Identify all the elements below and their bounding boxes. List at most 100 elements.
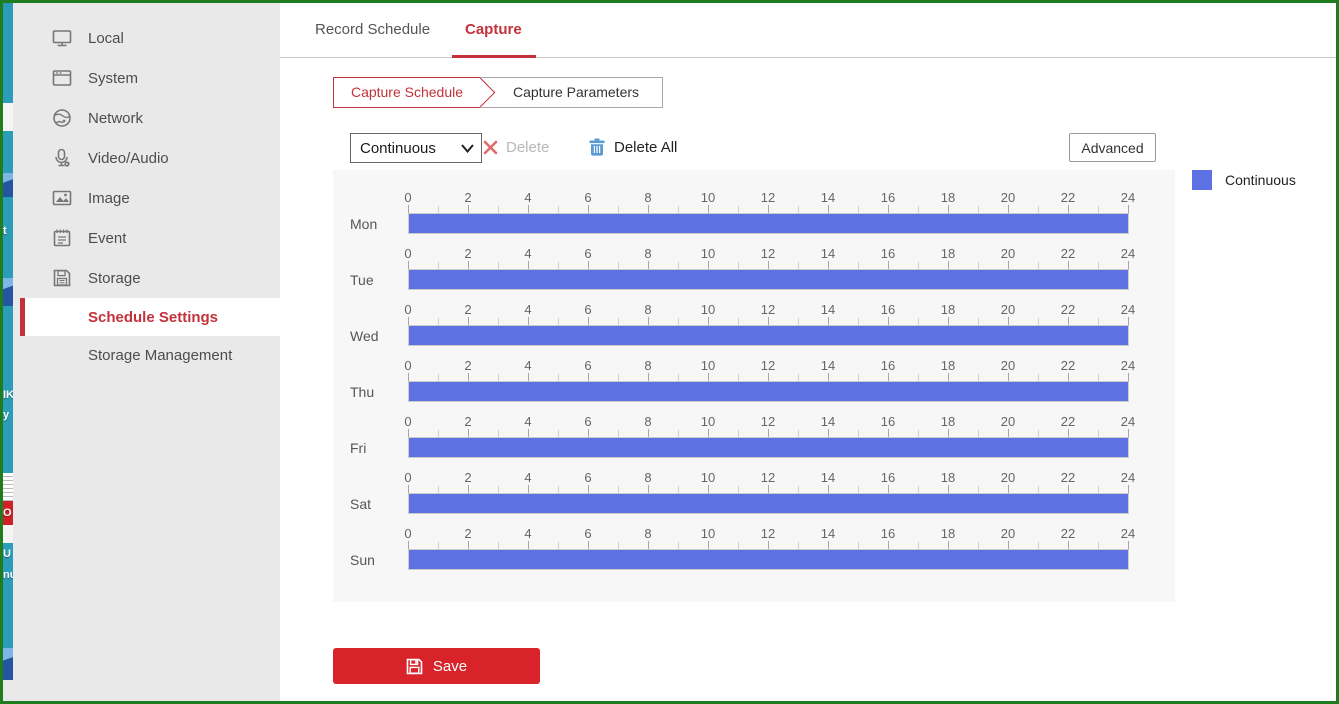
hour-label: 18 xyxy=(940,414,956,429)
hour-tick xyxy=(768,373,769,381)
hour-label: 22 xyxy=(1060,470,1076,485)
sidebar-item-storage[interactable]: Storage xyxy=(13,258,280,298)
schedule-bar-continuous[interactable] xyxy=(409,494,1128,513)
schedule-row-tue: Tue 0 2 4 6 8 10 12 14 16 18 20 22 24 xyxy=(333,246,1175,291)
save-button[interactable]: Save xyxy=(333,648,540,684)
timeline: 0 2 4 6 8 10 12 14 16 18 20 22 24 xyxy=(404,190,1135,235)
sidebar-subitem-storage-management[interactable]: Storage Management xyxy=(13,336,280,374)
hour-tick xyxy=(438,318,439,325)
hour-tick xyxy=(678,430,679,437)
globe-icon xyxy=(52,108,72,128)
hour-tick xyxy=(1008,261,1009,269)
hour-label: 16 xyxy=(880,302,896,317)
sidebar-item-system[interactable]: System xyxy=(13,58,280,98)
hour-tick xyxy=(588,541,589,549)
hour-tick xyxy=(648,541,649,549)
hour-label: 2 xyxy=(464,358,472,373)
schedule-bar-continuous[interactable] xyxy=(409,326,1128,345)
hour-label: 22 xyxy=(1060,246,1076,261)
sidebar-item-event[interactable]: Event xyxy=(13,218,280,258)
desktop-photo-icon xyxy=(3,648,13,680)
tab-capture[interactable]: Capture xyxy=(465,21,522,38)
hour-tick xyxy=(978,542,979,549)
hour-tick xyxy=(468,317,469,325)
hour-label: 18 xyxy=(940,526,956,541)
day-label: Tue xyxy=(350,272,374,288)
hour-tick xyxy=(588,317,589,325)
schedule-bar-continuous[interactable] xyxy=(409,438,1128,457)
hour-tick xyxy=(1068,317,1069,325)
hour-tick xyxy=(558,206,559,213)
sidebar-item-local[interactable]: Local xyxy=(13,18,280,58)
hour-label: 12 xyxy=(760,414,776,429)
hour-tick xyxy=(798,318,799,325)
hour-tick xyxy=(618,206,619,213)
hour-tick xyxy=(408,541,409,549)
hour-tick xyxy=(588,485,589,493)
hour-tick xyxy=(1008,317,1009,325)
sidebar-item-network[interactable]: Network xyxy=(13,98,280,138)
sidebar-item-image[interactable]: Image xyxy=(13,178,280,218)
storage-icon xyxy=(52,268,72,288)
hour-tick xyxy=(678,374,679,381)
hour-tick xyxy=(558,374,559,381)
schedule-bar-continuous[interactable] xyxy=(409,270,1128,289)
schedule-grid: Mon 0 2 4 6 8 10 12 14 16 18 20 22 24 Tue 0 2 4 6 8 10 12 14 16… xyxy=(333,170,1175,602)
subtab-capture-schedule[interactable]: Capture Schedule xyxy=(333,77,480,108)
delete-button[interactable]: Delete xyxy=(483,133,549,161)
hour-tick xyxy=(1098,262,1099,269)
schedule-track[interactable] xyxy=(408,381,1129,402)
schedule-type-select[interactable]: Continuous xyxy=(350,133,482,163)
sidebar-item-video-audio[interactable]: Video/Audio xyxy=(13,138,280,178)
hour-label: 6 xyxy=(584,190,592,205)
schedule-row-fri: Fri 0 2 4 6 8 10 12 14 16 18 20 22 24 xyxy=(333,414,1175,459)
schedule-track[interactable] xyxy=(408,213,1129,234)
sidebar-item-label: System xyxy=(88,69,139,87)
hour-tick xyxy=(1038,262,1039,269)
schedule-track[interactable] xyxy=(408,269,1129,290)
hour-tick xyxy=(1128,205,1129,213)
hour-tick xyxy=(798,486,799,493)
hour-tick xyxy=(1008,485,1009,493)
schedule-track[interactable] xyxy=(408,325,1129,346)
hour-label: 20 xyxy=(1000,246,1016,261)
hour-tick xyxy=(768,485,769,493)
hour-label: 16 xyxy=(880,526,896,541)
schedule-row-sun: Sun 0 2 4 6 8 10 12 14 16 18 20 22 24 xyxy=(333,526,1175,571)
hour-tick xyxy=(798,542,799,549)
schedule-bar-continuous[interactable] xyxy=(409,214,1128,233)
hour-tick xyxy=(498,542,499,549)
schedule-track[interactable] xyxy=(408,493,1129,514)
hour-tick xyxy=(558,430,559,437)
hour-label: 10 xyxy=(700,246,716,261)
hour-tick xyxy=(1038,374,1039,381)
tab-record-schedule[interactable]: Record Schedule xyxy=(315,21,431,38)
desktop-text-fragment: y xyxy=(3,409,10,421)
hour-label: 8 xyxy=(644,414,652,429)
sidebar-subitem-schedule-settings[interactable]: Schedule Settings xyxy=(20,298,280,336)
advanced-button[interactable]: Advanced xyxy=(1069,133,1156,162)
hour-tick xyxy=(438,486,439,493)
delete-all-button[interactable]: Delete All xyxy=(589,133,677,161)
hour-tick xyxy=(888,317,889,325)
schedule-bar-continuous[interactable] xyxy=(409,382,1128,401)
hour-label: 18 xyxy=(940,358,956,373)
hour-label: 2 xyxy=(464,526,472,541)
hour-tick xyxy=(1128,485,1129,493)
microphone-icon xyxy=(52,148,72,168)
hour-tick xyxy=(978,486,979,493)
schedule-bar-continuous[interactable] xyxy=(409,550,1128,569)
hour-label: 22 xyxy=(1060,414,1076,429)
hour-tick xyxy=(858,430,859,437)
legend-continuous-swatch xyxy=(1192,170,1212,190)
subtab-capture-parameters[interactable]: Capture Parameters xyxy=(479,77,663,108)
hour-tick xyxy=(858,374,859,381)
hour-tick xyxy=(648,317,649,325)
top-tabbar: Record Schedule Capture xyxy=(280,3,1336,58)
schedule-track[interactable] xyxy=(408,437,1129,458)
schedule-track[interactable] xyxy=(408,549,1129,570)
hour-label: 20 xyxy=(1000,470,1016,485)
desktop-photo-icon xyxy=(3,173,13,197)
hour-tick xyxy=(948,205,949,213)
timeline: 0 2 4 6 8 10 12 14 16 18 20 22 24 xyxy=(404,358,1135,403)
